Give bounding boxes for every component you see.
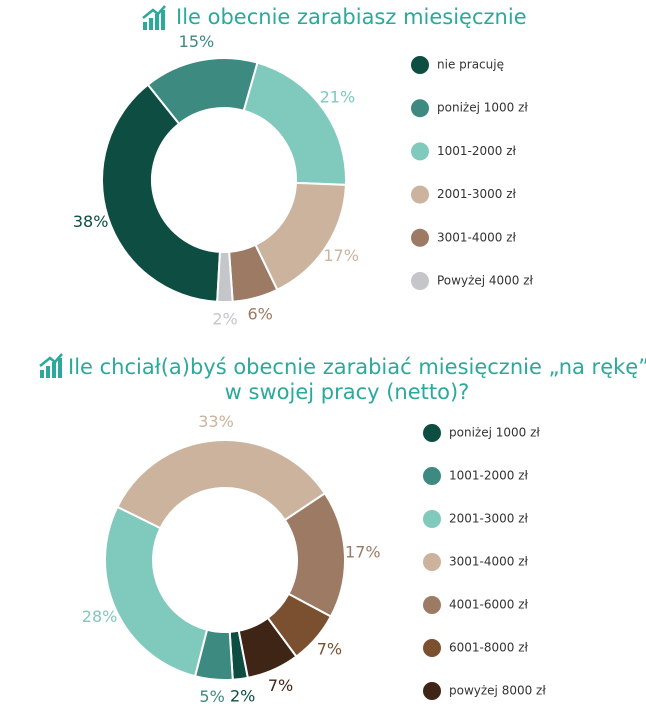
legend-label: 4001-6000 zł	[449, 598, 529, 612]
donut-segment	[104, 505, 209, 678]
chart-title: Ile chciał(a)byś obecnie zarabiać miesię…	[68, 355, 646, 379]
legend-label: 3001-4000 zł	[437, 230, 517, 244]
value-label: 38%	[73, 212, 109, 231]
legend-label: 2001-3000 zł	[449, 512, 529, 526]
legend-marker	[411, 142, 429, 161]
value-label: 17%	[323, 246, 359, 265]
donut-segment	[101, 83, 222, 303]
value-label: 6%	[247, 305, 272, 324]
value-label: 21%	[320, 87, 356, 106]
value-label: 17%	[345, 543, 381, 562]
donut-segment	[242, 61, 347, 186]
chart-title: w swojej pracy (netto)?	[225, 380, 470, 404]
trend-icon	[142, 5, 166, 30]
legend-label: Powyżej 4000 zł	[437, 274, 534, 288]
legend-marker	[423, 467, 441, 485]
legend-marker	[423, 424, 441, 442]
donut-segment	[216, 250, 234, 303]
legend-label: 1001-2000 zł	[449, 469, 529, 483]
legend-marker	[411, 99, 429, 118]
legend-marker	[423, 596, 441, 614]
legend-marker	[411, 56, 429, 74]
legend-label: 3001-4000 zł	[449, 555, 529, 569]
donut-segment	[116, 439, 327, 530]
legend-label: 1001-2000 zł	[437, 144, 517, 158]
donut-segment	[237, 616, 298, 679]
legend-marker	[423, 510, 441, 528]
legend-marker	[423, 553, 441, 571]
value-label: 5%	[199, 687, 224, 706]
value-label: 15%	[179, 32, 215, 51]
legend-marker	[423, 682, 441, 700]
legend-label: nie pracuję	[437, 58, 504, 72]
chart-title: Ile obecnie zarabiasz miesięcznie	[176, 5, 527, 29]
legend-marker	[411, 228, 429, 247]
legend-label: poniżej 1000 zł	[437, 101, 528, 115]
value-label: 2%	[212, 309, 237, 328]
legend-label: powyżej 8000 zł	[449, 684, 546, 698]
legend-marker	[411, 185, 429, 204]
legend-label: poniżej 1000 zł	[449, 426, 540, 440]
value-label: 28%	[82, 607, 118, 626]
value-label: 7%	[268, 676, 293, 695]
trend-icon	[39, 353, 63, 378]
legend-marker	[423, 639, 441, 657]
value-label: 2%	[230, 686, 255, 705]
value-label: 33%	[198, 412, 234, 431]
legend-marker	[411, 272, 429, 290]
legend-label: 2001-3000 zł	[437, 187, 517, 201]
legend-label: 6001-8000 zł	[449, 641, 529, 655]
value-label: 7%	[317, 640, 342, 659]
